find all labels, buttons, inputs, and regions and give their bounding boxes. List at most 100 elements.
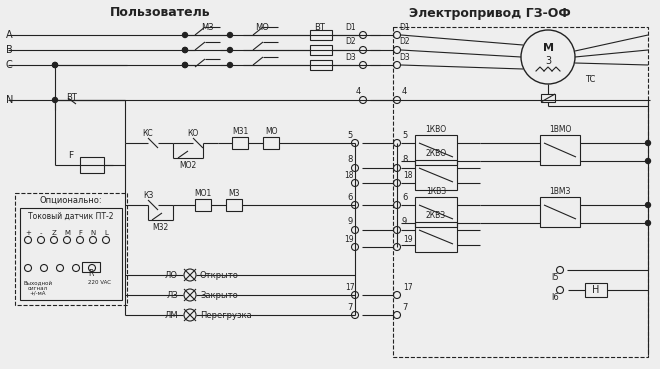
- Text: 8: 8: [347, 155, 352, 165]
- Bar: [310, 30, 332, 40]
- Text: сигнал: сигнал: [28, 286, 48, 290]
- Text: A: A: [6, 30, 13, 40]
- Bar: [80, 157, 104, 173]
- Circle shape: [183, 48, 187, 52]
- Text: B: B: [6, 45, 13, 55]
- Bar: [310, 60, 332, 70]
- Bar: [20, 208, 122, 300]
- Circle shape: [228, 62, 232, 68]
- Bar: [226, 199, 242, 211]
- Text: 4: 4: [402, 87, 407, 97]
- Text: D1: D1: [399, 23, 410, 31]
- Text: 2КВО: 2КВО: [426, 149, 447, 159]
- Text: Z: Z: [51, 230, 57, 236]
- Text: R: R: [88, 269, 94, 279]
- Text: М31: М31: [232, 128, 248, 137]
- Circle shape: [183, 62, 187, 68]
- Bar: [541, 94, 555, 102]
- Text: МО2: МО2: [180, 162, 197, 170]
- Text: L: L: [104, 230, 108, 236]
- Text: C: C: [6, 60, 13, 70]
- Text: l5: l5: [551, 273, 559, 283]
- Bar: [415, 135, 457, 165]
- Bar: [82, 262, 100, 272]
- Text: 17: 17: [345, 283, 355, 292]
- Text: ЛМ: ЛМ: [164, 310, 178, 320]
- Bar: [310, 45, 332, 55]
- Text: МО: МО: [265, 128, 277, 137]
- Text: 1КВО: 1КВО: [426, 124, 447, 134]
- Text: М3: М3: [228, 190, 240, 199]
- Bar: [585, 283, 607, 297]
- Text: D2: D2: [345, 38, 356, 46]
- Circle shape: [183, 48, 187, 52]
- Circle shape: [645, 221, 651, 225]
- Text: Открыто: Открыто: [200, 270, 239, 279]
- Text: 17: 17: [403, 283, 412, 292]
- Text: 220 VAC: 220 VAC: [88, 280, 112, 286]
- Text: Электропривод ГЗ-ОФ: Электропривод ГЗ-ОФ: [409, 7, 571, 20]
- Circle shape: [645, 159, 651, 163]
- Circle shape: [228, 32, 232, 38]
- Text: M3: M3: [201, 24, 213, 32]
- Text: D3: D3: [345, 52, 356, 62]
- Bar: [415, 197, 457, 227]
- Text: 3: 3: [545, 56, 551, 66]
- Text: 6: 6: [347, 193, 352, 201]
- Text: ЛО: ЛО: [165, 270, 178, 279]
- Circle shape: [183, 62, 187, 68]
- Circle shape: [645, 141, 651, 145]
- Text: +/-мА: +/-мА: [30, 290, 46, 296]
- Bar: [195, 199, 211, 211]
- Text: F: F: [69, 152, 73, 161]
- Text: КО: КО: [187, 130, 199, 138]
- Circle shape: [53, 62, 57, 68]
- Bar: [263, 137, 279, 149]
- Text: М32: М32: [152, 224, 168, 232]
- Text: 7: 7: [347, 303, 352, 311]
- Text: 19: 19: [344, 235, 354, 244]
- Circle shape: [228, 48, 232, 52]
- Text: Опционально:: Опционально:: [40, 196, 102, 204]
- Text: 2КВЗ: 2КВЗ: [426, 211, 446, 221]
- Text: 4: 4: [355, 87, 360, 97]
- Text: -: -: [40, 230, 42, 236]
- Circle shape: [645, 203, 651, 207]
- Text: 1ВМЗ: 1ВМЗ: [549, 186, 571, 196]
- Text: КЗ: КЗ: [143, 192, 153, 200]
- Text: 7: 7: [402, 303, 407, 311]
- Text: Закрыто: Закрыто: [200, 290, 238, 300]
- Circle shape: [183, 32, 187, 38]
- Text: l6: l6: [551, 293, 559, 303]
- Text: N: N: [90, 230, 96, 236]
- Text: 8: 8: [402, 155, 407, 165]
- Text: 18: 18: [403, 170, 412, 179]
- Text: Выходной: Выходной: [24, 280, 53, 286]
- Bar: [15, 193, 127, 305]
- Text: MO: MO: [255, 24, 269, 32]
- Text: 19: 19: [403, 235, 412, 244]
- Circle shape: [53, 62, 57, 68]
- Text: КС: КС: [143, 130, 153, 138]
- Bar: [415, 160, 457, 190]
- Text: МО1: МО1: [195, 190, 212, 199]
- Text: 1КВЗ: 1КВЗ: [426, 186, 446, 196]
- Text: 9: 9: [347, 217, 352, 227]
- Text: M: M: [64, 230, 70, 236]
- Bar: [540, 135, 580, 165]
- Text: +: +: [25, 230, 31, 236]
- Text: 18: 18: [345, 170, 354, 179]
- Text: Н: Н: [592, 285, 600, 295]
- Text: D3: D3: [399, 52, 410, 62]
- Circle shape: [53, 97, 57, 103]
- Text: BT: BT: [67, 93, 77, 101]
- Bar: [540, 197, 580, 227]
- Bar: [393, 27, 648, 357]
- Text: F: F: [78, 230, 82, 236]
- Text: 9: 9: [402, 217, 407, 227]
- Text: 5: 5: [347, 131, 352, 139]
- Text: ЛЗ: ЛЗ: [166, 290, 178, 300]
- Bar: [232, 137, 248, 149]
- Text: 1ВМО: 1ВМО: [549, 124, 571, 134]
- Text: M: M: [543, 43, 554, 53]
